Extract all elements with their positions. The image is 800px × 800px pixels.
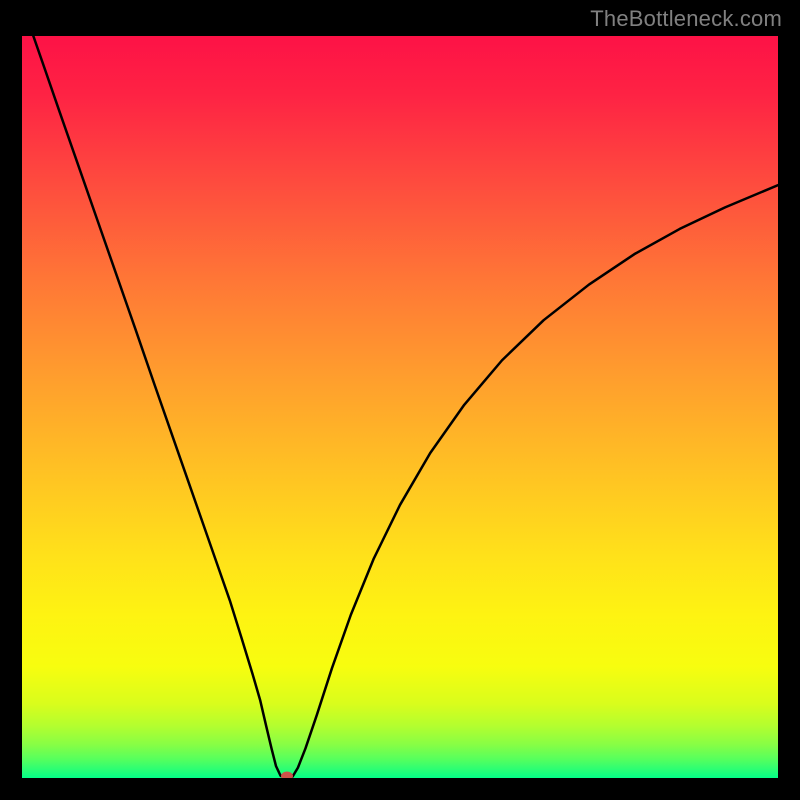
bottleneck-curve [33,36,778,778]
watermark-text: TheBottleneck.com [590,6,782,32]
chart-plot-area [22,36,778,778]
chart-curve-layer [22,36,778,778]
optimum-marker [281,771,293,778]
frame-border-bottom [0,778,800,800]
frame-border-right [778,0,800,800]
frame-border-left [0,0,22,800]
